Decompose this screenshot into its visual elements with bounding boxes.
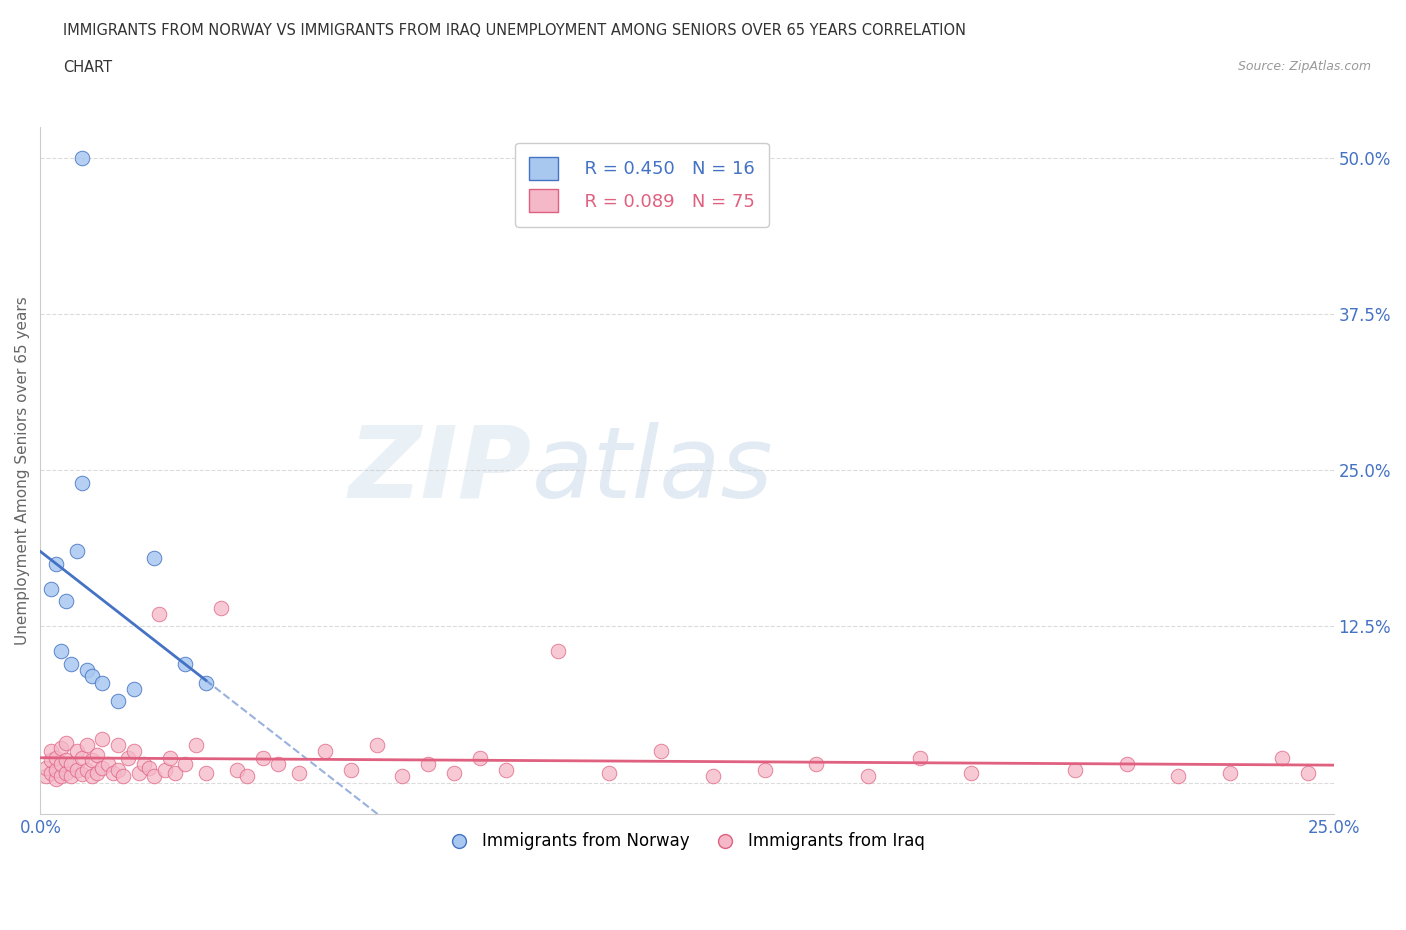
Point bbox=[1115, 756, 1137, 771]
Point bbox=[132, 756, 155, 771]
Point bbox=[112, 769, 135, 784]
Point bbox=[107, 694, 129, 709]
Point bbox=[107, 763, 129, 777]
Point bbox=[45, 751, 67, 765]
Point bbox=[65, 544, 87, 559]
Point bbox=[86, 748, 108, 763]
Point bbox=[366, 737, 388, 752]
Point bbox=[1064, 763, 1087, 777]
Text: atlas: atlas bbox=[531, 421, 773, 519]
Point bbox=[91, 675, 114, 690]
Point bbox=[148, 606, 170, 621]
Text: ZIP: ZIP bbox=[349, 421, 531, 519]
Point bbox=[55, 765, 77, 780]
Point bbox=[194, 765, 217, 780]
Point bbox=[65, 744, 87, 759]
Point bbox=[39, 581, 62, 596]
Point bbox=[45, 771, 67, 786]
Point bbox=[45, 763, 67, 777]
Point bbox=[70, 475, 93, 490]
Point bbox=[267, 756, 290, 771]
Point bbox=[55, 594, 77, 609]
Point bbox=[49, 644, 72, 658]
Point bbox=[288, 765, 311, 780]
Y-axis label: Unemployment Among Seniors over 65 years: Unemployment Among Seniors over 65 years bbox=[15, 296, 30, 644]
Point bbox=[143, 551, 166, 565]
Point bbox=[39, 765, 62, 780]
Point bbox=[107, 737, 129, 752]
Point bbox=[339, 763, 361, 777]
Point bbox=[1167, 769, 1189, 784]
Point bbox=[391, 769, 413, 784]
Point bbox=[82, 669, 104, 684]
Point bbox=[598, 765, 620, 780]
Point bbox=[1271, 751, 1294, 765]
Point bbox=[143, 769, 166, 784]
Point bbox=[76, 663, 98, 678]
Point bbox=[174, 756, 197, 771]
Point bbox=[39, 752, 62, 767]
Point bbox=[86, 765, 108, 780]
Point bbox=[91, 731, 114, 746]
Point bbox=[49, 756, 72, 771]
Point bbox=[754, 763, 776, 777]
Point bbox=[236, 769, 259, 784]
Point bbox=[45, 556, 67, 571]
Text: CHART: CHART bbox=[63, 60, 112, 75]
Point bbox=[34, 760, 56, 775]
Point bbox=[70, 766, 93, 781]
Point bbox=[34, 769, 56, 784]
Point bbox=[908, 751, 931, 765]
Point bbox=[314, 744, 336, 759]
Point bbox=[117, 751, 139, 765]
Point bbox=[252, 751, 274, 765]
Point bbox=[1296, 765, 1319, 780]
Point bbox=[122, 682, 145, 697]
Point bbox=[547, 644, 569, 658]
Point bbox=[163, 765, 186, 780]
Point bbox=[70, 151, 93, 166]
Point bbox=[82, 752, 104, 767]
Point bbox=[174, 657, 197, 671]
Point bbox=[128, 765, 150, 780]
Point bbox=[49, 769, 72, 784]
Point bbox=[418, 756, 440, 771]
Point bbox=[226, 763, 249, 777]
Point bbox=[101, 765, 124, 780]
Point bbox=[184, 737, 207, 752]
Point bbox=[60, 756, 83, 771]
Point bbox=[65, 763, 87, 777]
Text: IMMIGRANTS FROM NORWAY VS IMMIGRANTS FROM IRAQ UNEMPLOYMENT AMONG SENIORS OVER 6: IMMIGRANTS FROM NORWAY VS IMMIGRANTS FRO… bbox=[63, 23, 966, 38]
Point bbox=[55, 735, 77, 750]
Point bbox=[468, 751, 491, 765]
Point bbox=[97, 756, 120, 771]
Point bbox=[702, 769, 724, 784]
Point bbox=[211, 600, 233, 615]
Point bbox=[55, 752, 77, 767]
Point bbox=[495, 763, 517, 777]
Point bbox=[153, 763, 176, 777]
Point bbox=[960, 765, 983, 780]
Point bbox=[60, 769, 83, 784]
Point bbox=[650, 744, 672, 759]
Point bbox=[91, 760, 114, 775]
Point bbox=[806, 756, 828, 771]
Point bbox=[122, 744, 145, 759]
Point bbox=[76, 763, 98, 777]
Text: Source: ZipAtlas.com: Source: ZipAtlas.com bbox=[1237, 60, 1371, 73]
Point bbox=[39, 744, 62, 759]
Point bbox=[60, 657, 83, 671]
Point bbox=[443, 765, 465, 780]
Point bbox=[138, 760, 160, 775]
Legend: Immigrants from Norway, Immigrants from Iraq: Immigrants from Norway, Immigrants from … bbox=[443, 826, 932, 857]
Point bbox=[82, 769, 104, 784]
Point bbox=[70, 751, 93, 765]
Point bbox=[856, 769, 879, 784]
Point bbox=[1219, 765, 1241, 780]
Point bbox=[49, 740, 72, 755]
Point bbox=[194, 675, 217, 690]
Point bbox=[76, 737, 98, 752]
Point bbox=[159, 751, 181, 765]
